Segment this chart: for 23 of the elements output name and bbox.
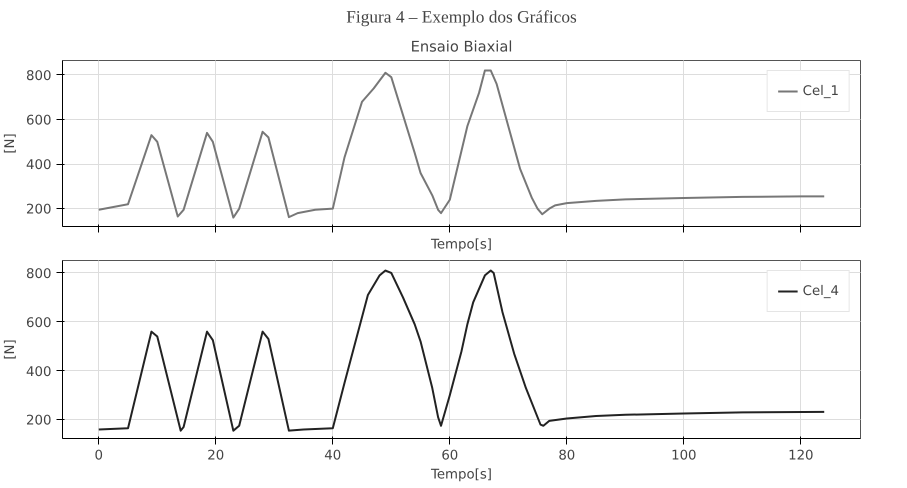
legend-label: Cel_1 <box>802 84 839 98</box>
text: Figura 4 – Exemplo dos Gráficos <box>346 8 578 26</box>
chart-title: Ensaio Biaxial <box>410 38 512 56</box>
y-tick-label: 400 <box>26 158 52 174</box>
x-tick-label: 20 <box>207 448 224 464</box>
y-tick-label: 200 <box>26 414 52 429</box>
y-axis-title: [N] <box>3 133 18 154</box>
x-tick-label: 80 <box>558 448 576 464</box>
y-tick-label: 400 <box>26 364 52 380</box>
legend-label: Cel_4 <box>802 284 839 298</box>
y-tick-label: 800 <box>26 266 52 282</box>
y-axis-title: [N] <box>3 339 18 360</box>
y-tick-label: 600 <box>26 316 52 331</box>
x-tick-label: 100 <box>671 448 697 464</box>
y-tick-label: 800 <box>26 68 52 84</box>
x-tick-label: 40 <box>324 448 342 464</box>
x-tick-label: 60 <box>441 448 458 464</box>
y-tick-label: 600 <box>26 114 52 129</box>
x-tick-label: 120 <box>788 448 814 464</box>
y-tick-label: 200 <box>26 202 52 218</box>
x-axis-title: Tempo[s] <box>430 468 492 482</box>
x-axis-title: Tempo[s] <box>430 238 492 252</box>
x-tick-label: 0 <box>94 448 104 464</box>
